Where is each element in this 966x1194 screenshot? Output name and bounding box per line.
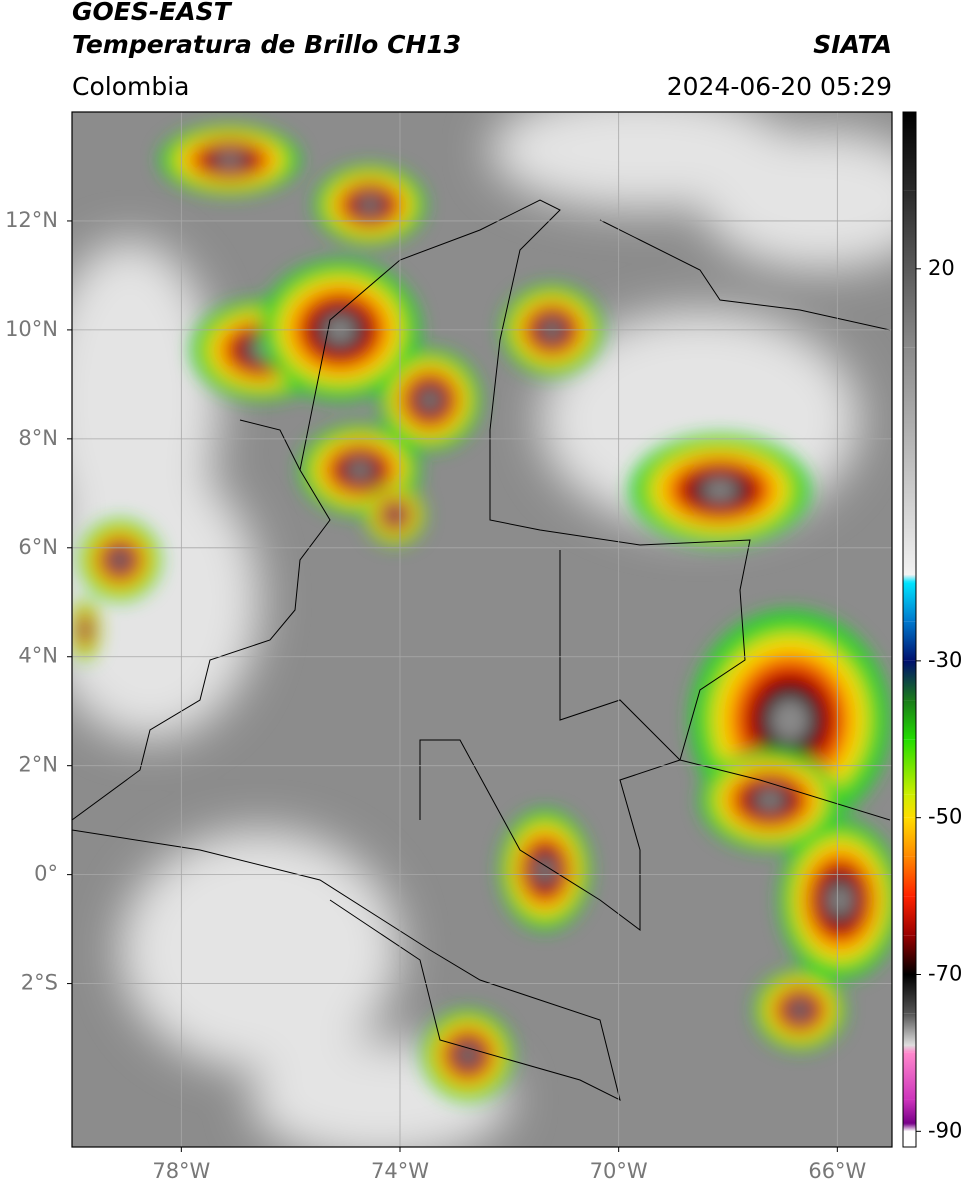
graticule [72, 112, 892, 1147]
colorbar-segment [903, 112, 916, 191]
colorbar-segment [903, 739, 916, 795]
storm-cell [420, 390, 440, 410]
lon-tick-label: 66°W [808, 1159, 866, 1183]
storm-cell [112, 552, 128, 568]
storm-cell [828, 884, 852, 916]
cloud-field [72, 112, 892, 1147]
colorbar-tick-label: 20 [928, 256, 955, 280]
product-title: Temperatura de Brillo CH13 [72, 30, 461, 59]
storm-cell [702, 479, 738, 501]
storm-cell [770, 698, 810, 742]
storm-cell [536, 858, 554, 882]
storm-cell [348, 461, 372, 479]
storm-cell [389, 509, 401, 521]
colorbar-frame [902, 111, 917, 1148]
map-imagery [72, 112, 892, 1147]
colorbar-tick-label: -30 [928, 648, 962, 672]
colorbar-segment [903, 1131, 916, 1147]
colorbar-tick-label: -70 [928, 962, 962, 986]
colorbar-tick-label: -90 [928, 1118, 962, 1142]
colorbar-segment [903, 856, 916, 897]
colorbar-segment [903, 974, 916, 1014]
colorbar-segment [903, 700, 916, 740]
cloud [120, 830, 400, 1070]
border [419, 550, 681, 931]
satellite-title: GOES-EAST [72, 0, 233, 26]
lat-tick-label: 10°N [5, 317, 58, 341]
border [299, 199, 891, 821]
colorbar-segment [903, 621, 916, 661]
lat-tick-label: 2°N [18, 753, 58, 777]
colorbar-segment [903, 1052, 916, 1100]
storm-cell [216, 153, 244, 167]
storm-cell [459, 1046, 477, 1064]
colorbar-segment [903, 574, 916, 583]
lon-tick-label: 78°W [152, 1159, 210, 1183]
storm-cell [756, 790, 784, 810]
source-label: SIATA [813, 30, 892, 59]
colorbar-segment [903, 190, 916, 348]
lon-tick-label: 70°W [590, 1159, 648, 1183]
colorbar-segment [903, 817, 916, 857]
colorbar-segment [903, 896, 916, 936]
colorbar-segment [903, 660, 916, 701]
lat-tick-label: 12°N [5, 208, 58, 232]
colorbar-segment [903, 1099, 916, 1124]
colorbar [903, 112, 916, 1147]
lon-tick-label: 74°W [371, 1159, 429, 1183]
colorbar-segment [903, 347, 916, 575]
colorbar-segment [903, 582, 916, 622]
colorbar-segment [903, 1123, 916, 1132]
colorbar-segment [903, 1013, 916, 1046]
colorbar-segment [903, 935, 916, 975]
coastline [72, 419, 331, 821]
lat-tick-label: 2°S [21, 971, 58, 995]
storm-cell [82, 624, 88, 636]
lat-tick-label: 0° [34, 862, 58, 886]
region-label: Colombia [72, 72, 189, 101]
datetime-label: 2024-06-20 05:29 [667, 72, 892, 101]
lat-tick-label: 6°N [18, 535, 58, 559]
lat-tick-label: 4°N [18, 644, 58, 668]
map-frame [71, 111, 893, 1148]
coastline [599, 219, 891, 331]
colorbar-tick-label: -50 [928, 805, 962, 829]
colorbar-segment [903, 1045, 916, 1053]
colorbar-segment [903, 794, 916, 818]
storm-cell [359, 197, 381, 213]
storm-cell [791, 1002, 809, 1018]
cloud [72, 240, 220, 560]
lat-tick-label: 8°N [18, 426, 58, 450]
cloud [490, 112, 790, 210]
storm-field [72, 125, 892, 1100]
